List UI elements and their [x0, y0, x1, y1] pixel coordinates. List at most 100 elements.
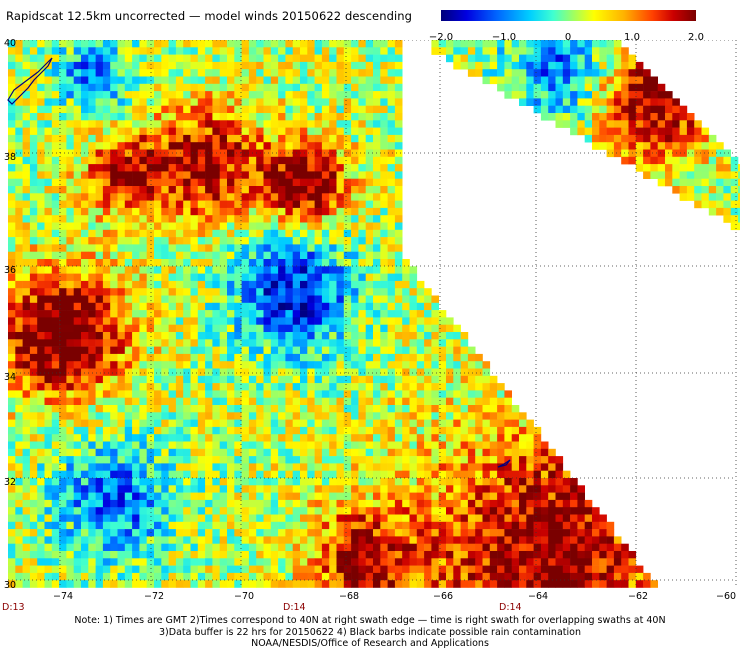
data-cell	[161, 383, 169, 391]
data-cell	[139, 499, 147, 508]
data-cell	[540, 98, 549, 106]
data-cell	[329, 215, 337, 223]
data-cell	[584, 69, 593, 77]
data-cell	[44, 543, 53, 552]
data-cell	[197, 113, 206, 121]
data-cell	[175, 317, 184, 325]
data-cell	[599, 69, 607, 77]
data-cell	[519, 536, 527, 544]
data-cell	[212, 193, 220, 201]
data-cell	[102, 470, 111, 479]
data-cell	[307, 521, 315, 530]
data-cell	[102, 536, 111, 544]
data-cell	[380, 346, 388, 355]
data-cell	[606, 69, 615, 77]
data-cell	[190, 76, 199, 85]
data-cell	[548, 536, 556, 544]
data-cell	[175, 478, 184, 486]
data-cell	[336, 171, 345, 179]
data-cell	[44, 390, 53, 398]
data-cell	[292, 91, 301, 99]
data-cell	[197, 405, 206, 413]
data-cell	[205, 558, 213, 566]
data-cell	[8, 178, 16, 187]
data-cell	[110, 339, 118, 347]
data-cell	[73, 229, 82, 238]
data-cell	[504, 543, 512, 552]
data-cell	[161, 127, 169, 136]
data-cell	[402, 295, 410, 304]
data-cell	[241, 339, 250, 347]
data-cell	[314, 478, 323, 486]
data-cell	[285, 83, 293, 92]
data-cell	[161, 441, 169, 450]
data-cell	[577, 76, 585, 85]
data-cell	[190, 426, 199, 435]
data-cell	[146, 463, 155, 471]
data-cell	[227, 120, 235, 128]
data-cell	[511, 91, 520, 99]
data-cell	[205, 259, 213, 267]
data-cell	[380, 412, 388, 420]
data-cell	[460, 485, 469, 493]
data-cell	[102, 273, 111, 282]
data-cell	[592, 507, 600, 515]
data-cell	[278, 507, 286, 515]
data-cell	[314, 368, 323, 377]
data-cell	[117, 499, 126, 508]
data-cell	[146, 164, 155, 172]
data-cell	[102, 397, 111, 406]
data-cell	[292, 339, 301, 347]
data-cell	[424, 390, 432, 398]
data-cell	[15, 397, 23, 406]
data-cell	[351, 91, 359, 99]
data-cell	[314, 390, 323, 398]
data-cell	[431, 295, 439, 304]
data-cell	[146, 186, 155, 194]
data-cell	[307, 215, 315, 223]
data-cell	[635, 164, 644, 172]
data-cell	[248, 405, 257, 413]
data-cell	[526, 69, 534, 77]
data-cell	[175, 426, 184, 435]
data-cell	[723, 149, 731, 158]
data-cell	[285, 237, 293, 245]
data-cell	[241, 499, 250, 508]
data-cell	[321, 156, 330, 165]
data-cell	[665, 178, 673, 187]
data-cell	[8, 426, 16, 435]
data-cell	[227, 536, 235, 544]
data-cell	[431, 434, 439, 442]
data-cell	[460, 390, 469, 398]
data-cell	[300, 383, 308, 391]
data-cell	[497, 536, 505, 544]
data-cell	[526, 529, 534, 537]
data-cell	[431, 375, 439, 384]
data-cell	[168, 127, 177, 136]
data-cell	[300, 448, 308, 457]
data-cell	[175, 91, 184, 99]
data-cell	[446, 390, 454, 398]
data-cell	[738, 164, 740, 172]
data-cell	[336, 463, 345, 471]
data-cell	[248, 390, 257, 398]
data-cell	[146, 346, 155, 355]
data-cell	[489, 499, 498, 508]
data-cell	[241, 507, 250, 515]
data-cell	[365, 339, 374, 347]
data-cell	[161, 426, 169, 435]
data-cell	[453, 346, 461, 355]
data-cell	[154, 426, 162, 435]
data-cell	[394, 91, 403, 99]
data-cell	[234, 186, 242, 194]
data-cell	[343, 339, 352, 347]
data-cell	[190, 499, 199, 508]
data-cell	[613, 113, 622, 121]
data-cell	[8, 54, 16, 63]
data-cell	[548, 463, 556, 471]
data-cell	[37, 222, 45, 231]
data-cell	[197, 83, 206, 92]
data-cell	[343, 310, 352, 318]
data-cell	[154, 507, 162, 515]
data-cell	[161, 375, 169, 384]
